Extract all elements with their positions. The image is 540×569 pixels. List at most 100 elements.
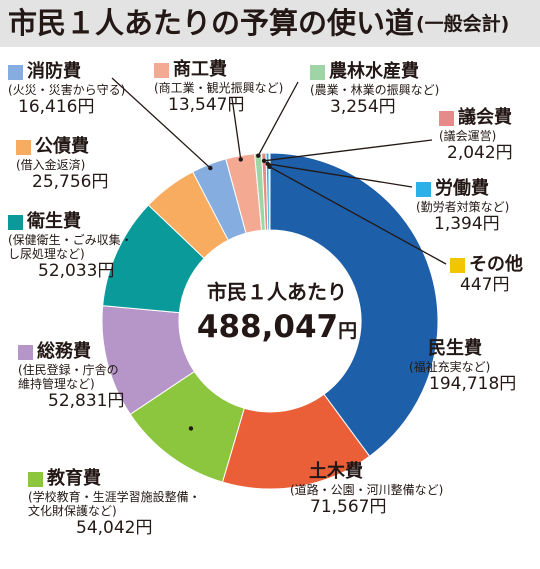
label-value: 13,547円 bbox=[168, 95, 245, 115]
title-bar: 市民１人あたりの予算の使い道 (一般会計) bbox=[0, 0, 540, 47]
label-desc: (商工業・観光振興など) bbox=[154, 81, 284, 95]
label-heading: 消防費 bbox=[8, 63, 125, 81]
label-slice-2: 教育費 (学校教育・生涯学習施設整備・ 文化財保護など) 54,042円 bbox=[28, 470, 201, 537]
leader-dot-6 bbox=[208, 165, 213, 171]
label-heading: 労働費 bbox=[416, 180, 509, 198]
label-heading: 総務費 bbox=[18, 343, 124, 361]
label-heading: 教育費 bbox=[28, 470, 201, 488]
label-name: 農林水産費 bbox=[329, 61, 419, 82]
leader-dot-8 bbox=[256, 153, 261, 158]
label-heading: 農林水産費 bbox=[310, 63, 439, 81]
leader-line-6 bbox=[111, 77, 211, 169]
slices-group bbox=[101, 152, 439, 490]
label-name: 議会費 bbox=[458, 107, 512, 128]
label-desc: (道路・公園・河川整備など) bbox=[290, 483, 444, 497]
label-value: 52,033円 bbox=[38, 261, 115, 281]
label-heading: 公債費 bbox=[16, 138, 108, 156]
legend-swatch bbox=[8, 64, 23, 80]
chart-title: 市民１人あたりの予算の使い道 bbox=[8, 6, 415, 40]
label-desc: 文化財保護など) bbox=[28, 504, 117, 518]
label-name: 衛生費 bbox=[27, 211, 81, 232]
label-slice-3: 総務費 (住民登録・庁舎の 維持管理など) 52,831円 bbox=[18, 343, 124, 410]
label-value: 52,831円 bbox=[48, 391, 125, 411]
leader-line-7 bbox=[231, 97, 242, 160]
leader-line-8 bbox=[257, 81, 299, 157]
label-name: 公債費 bbox=[35, 136, 89, 157]
label-name: 土木費 bbox=[309, 461, 363, 482]
legend-swatch bbox=[290, 464, 305, 480]
label-slice-8: 農林水産費 (農業・林業の振興など) 3,254円 bbox=[310, 63, 439, 116]
label-heading: 衛生費 bbox=[8, 213, 133, 231]
legend-swatch bbox=[416, 181, 431, 197]
label-value: 2,042円 bbox=[447, 143, 513, 163]
label-value: 54,042円 bbox=[76, 518, 153, 538]
label-slice-9: 議会費 (議会運営) 2,042円 bbox=[439, 109, 513, 162]
label-heading: 土木費 bbox=[290, 463, 443, 481]
leader-line-11 bbox=[269, 166, 447, 265]
center-label: 市民１人あたり bbox=[207, 280, 347, 304]
center-value: 488,047 bbox=[196, 309, 339, 345]
label-value: 71,567円 bbox=[310, 497, 387, 517]
label-slice-7: 商工費 (商工業・観光振興など) 13,547円 bbox=[154, 61, 283, 114]
legend-swatch bbox=[439, 110, 454, 126]
label-slice-10: 労働費 (勤労者対策など) 1,394円 bbox=[416, 180, 509, 233]
label-heading: 議会費 bbox=[439, 109, 513, 127]
label-name: 総務費 bbox=[37, 341, 91, 362]
leader-dot-11 bbox=[267, 164, 272, 170]
center-total: 市民１人あたり 488,047円 bbox=[182, 276, 372, 345]
label-desc: (勤労者対策など) bbox=[416, 200, 510, 214]
label-slice-4: 衛生費 (保健衛生・ごみ収集・ し尿処理など) 52,033円 bbox=[8, 213, 133, 280]
leader-lines-group bbox=[111, 77, 447, 431]
label-value: 1,394円 bbox=[434, 214, 500, 234]
label-desc: し尿処理など) bbox=[8, 247, 85, 261]
legend-swatch bbox=[409, 341, 424, 357]
slice-0 bbox=[269, 152, 439, 457]
label-desc: (議会運営) bbox=[439, 129, 497, 143]
label-slice-0: 民生費 (福祉充実など) 194,718円 bbox=[409, 340, 516, 393]
legend-swatch bbox=[450, 257, 465, 273]
label-heading: 商工費 bbox=[154, 61, 283, 79]
label-slice-6: 消防費 (火災・災害から守る) 16,416円 bbox=[8, 63, 125, 116]
label-heading: その他 bbox=[450, 256, 523, 274]
legend-swatch bbox=[154, 62, 169, 78]
label-slice-1: 土木費 (道路・公園・河川整備など) 71,567円 bbox=[290, 463, 443, 516]
slice-11 bbox=[268, 152, 271, 231]
label-desc: (農業・林業の振興など) bbox=[310, 83, 440, 97]
center-value-line: 488,047円 bbox=[182, 309, 372, 345]
label-value: 25,756円 bbox=[32, 172, 109, 192]
leader-line-10 bbox=[267, 163, 413, 188]
legend-swatch bbox=[16, 139, 31, 155]
label-desc: (借入金返済) bbox=[16, 158, 86, 172]
center-unit: 円 bbox=[338, 320, 358, 342]
legend-swatch bbox=[8, 214, 23, 230]
label-value: 16,416円 bbox=[18, 97, 95, 117]
label-name: 教育費 bbox=[47, 468, 101, 489]
label-desc: (火災・災害から守る) bbox=[8, 83, 126, 97]
label-heading: 民生費 bbox=[409, 340, 516, 358]
label-name: 労働費 bbox=[435, 178, 489, 199]
label-name: 民生費 bbox=[428, 338, 482, 359]
label-slice-5: 公債費 (借入金返済) 25,756円 bbox=[16, 138, 108, 191]
label-desc: (住民登録・庁舎の bbox=[18, 363, 119, 377]
leader-dot-2 bbox=[188, 426, 194, 431]
label-name: 消防費 bbox=[27, 61, 81, 82]
label-slice-11: その他 447円 bbox=[450, 256, 523, 294]
legend-swatch bbox=[28, 471, 43, 487]
label-name: 商工費 bbox=[173, 59, 227, 80]
label-value: 447円 bbox=[460, 275, 510, 295]
legend-swatch bbox=[310, 64, 325, 80]
label-desc: (学校教育・生涯学習施設整備・ bbox=[28, 490, 201, 504]
leader-dot-9 bbox=[261, 158, 267, 164]
label-value: 3,254円 bbox=[330, 97, 396, 117]
leader-dot-7 bbox=[238, 157, 243, 162]
label-desc: (保健衛生・ごみ収集・ bbox=[8, 233, 133, 247]
label-desc: 維持管理など) bbox=[18, 377, 95, 391]
label-name: その他 bbox=[469, 254, 523, 275]
legend-swatch bbox=[18, 344, 33, 360]
label-value: 194,718円 bbox=[429, 374, 517, 394]
leader-line-9 bbox=[264, 139, 433, 162]
label-desc: (福祉充実など) bbox=[409, 360, 491, 374]
chart-subtitle: (一般会計) bbox=[416, 13, 510, 35]
